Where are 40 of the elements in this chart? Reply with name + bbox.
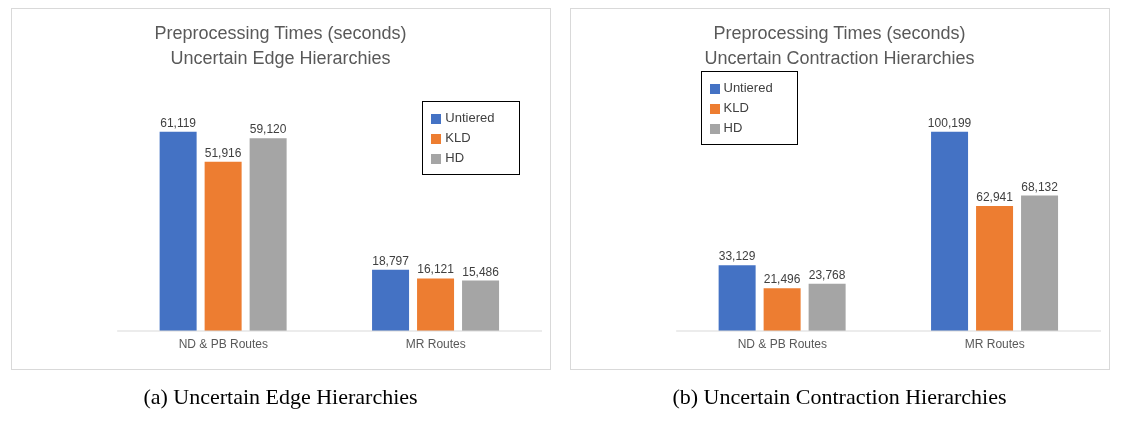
- bar: [416, 278, 454, 331]
- text: (b) Uncertain Contraction Hierarchies: [672, 384, 1007, 410]
- bar: [371, 269, 409, 331]
- x-tick-label: ND & PB Routes: [737, 336, 827, 351]
- chart-subtitle: Uncertain Edge Hierarchies: [169, 47, 392, 70]
- data-label: 18,797: [371, 253, 409, 268]
- bar: [1020, 195, 1058, 331]
- legend-label: HD: [445, 150, 465, 165]
- chart-subtitle: Uncertain Contraction Hierarchies: [703, 47, 976, 70]
- bar: [930, 131, 968, 331]
- data-label: 59,120: [249, 122, 287, 137]
- bar: [718, 265, 756, 331]
- data-label: 61,119: [159, 115, 196, 130]
- bar: [159, 131, 197, 331]
- text: (a) Uncertain Edge Hierarchies: [143, 384, 418, 410]
- legend-label: HD: [723, 120, 743, 135]
- chart-title: Preprocessing Times (seconds): [712, 22, 967, 45]
- data-label: 62,941: [975, 189, 1013, 204]
- data-label: 68,132: [1020, 179, 1058, 194]
- data-label: 16,121: [416, 262, 454, 277]
- x-tick-label: ND & PB Routes: [178, 336, 268, 351]
- bar: [249, 138, 287, 331]
- data-label: 51,916: [204, 145, 242, 160]
- bar: [808, 283, 846, 331]
- data-label: 21,496: [763, 272, 801, 287]
- data-label: 33,129: [718, 249, 756, 264]
- bar: [763, 288, 801, 331]
- bar: [204, 161, 242, 331]
- legend-label: KLD: [445, 130, 471, 145]
- legend-label: KLD: [723, 100, 749, 115]
- x-tick-label: MR Routes: [405, 336, 466, 351]
- x-tick-label: MR Routes: [964, 336, 1025, 351]
- data-label: 23,768: [808, 267, 846, 282]
- bar: [461, 280, 499, 331]
- legend-label: Untiered: [445, 110, 495, 125]
- chart-title: Preprocessing Times (seconds): [153, 22, 408, 45]
- data-label: 100,199: [927, 115, 972, 130]
- bar: [975, 205, 1013, 331]
- legend-label: Untiered: [723, 80, 773, 95]
- data-label: 15,486: [461, 264, 499, 279]
